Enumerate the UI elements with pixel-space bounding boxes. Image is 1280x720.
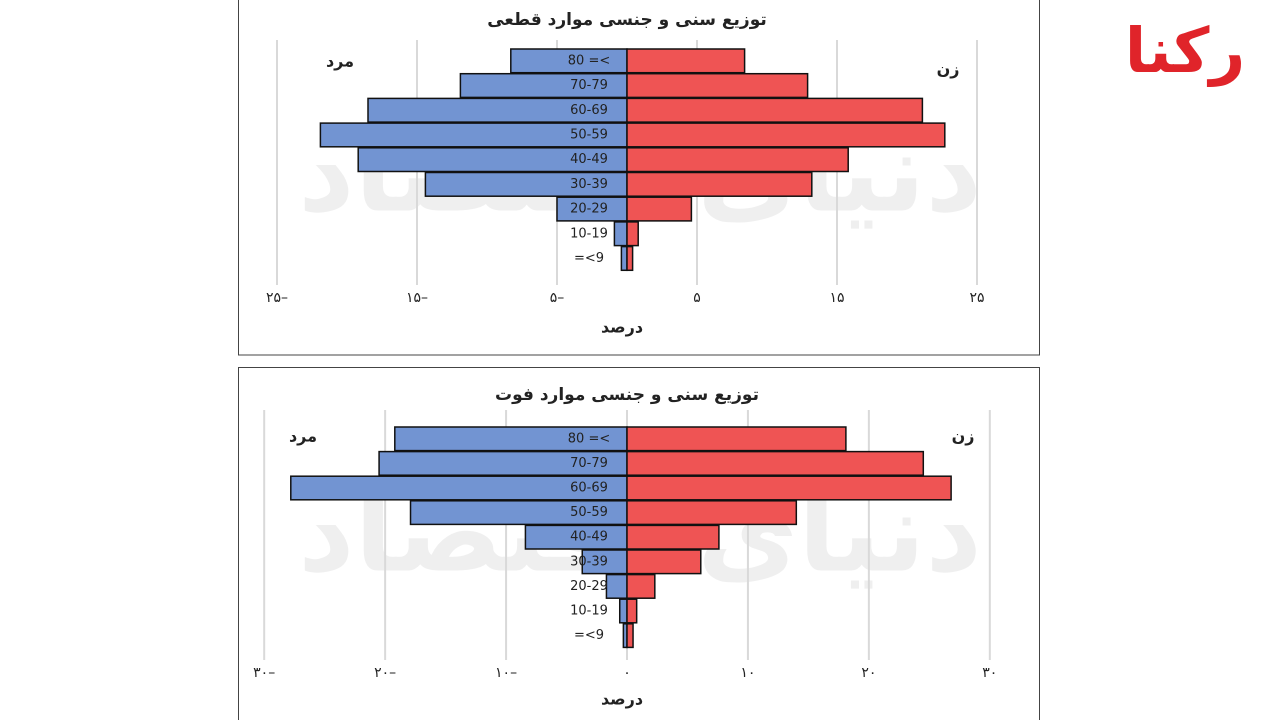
category-label: 70-79 [570,78,608,93]
category-label: 40-49 [570,152,608,167]
category-label: =<9 [574,251,604,266]
x-tick-label: ۰ [623,665,631,681]
legend-label: مرد [289,427,317,446]
bar [618,598,628,624]
logo: رکنا [1125,14,1245,87]
category-label: 20-29 [570,202,608,217]
bar [626,426,847,452]
x-tick-label: ۱۰– [495,665,517,681]
chart-frame [238,0,1040,356]
bar [626,122,946,148]
bar [626,97,924,123]
x-tick-label: ۲۵ [969,290,984,306]
x-axis-label: درصد [601,318,643,337]
category-label: 20-29 [570,579,608,594]
bar [626,500,798,526]
bar [626,573,656,599]
bar [626,450,925,476]
x-tick-label: ۵– [550,290,565,306]
bar [626,72,809,99]
x-tick-label: ۳۰ [982,665,997,681]
bar [626,549,702,575]
bar [626,147,849,173]
bar [605,573,628,599]
bar [626,598,638,624]
bar [626,221,639,247]
category-label: 80 =< [568,53,610,68]
category-label: 50-59 [570,127,608,142]
bar [626,171,813,197]
chart-frame [238,367,1040,720]
chart-title: توزیع سنی و جنسی موارد قطعی [487,10,767,30]
x-tick-label: ۱۵– [406,290,428,306]
x-tick-label: ۱۰ [740,665,755,681]
category-label: 50-59 [570,505,608,520]
x-tick-label: ۱۵ [829,290,844,306]
category-label: 40-49 [570,530,608,545]
legend-label: زن [937,60,960,79]
category-label: 70-79 [570,456,608,471]
x-axis-label: درصد [601,690,643,709]
bar [626,524,720,550]
category-label: =<9 [574,628,604,643]
bar [626,196,693,222]
chart-title: توزیع سنی و جنسی موارد فوت [495,385,759,405]
category-label: 10-19 [570,226,608,241]
bar [626,245,634,272]
category-label: 80 =< [568,431,610,446]
legend-label: مرد [326,52,354,71]
legend-label: زن [952,427,975,446]
x-tick-label: ۲۰– [374,665,396,681]
category-label: 30-39 [570,177,608,192]
bar [613,221,628,247]
x-tick-label: ۲۰ [861,665,876,681]
x-tick-label: ۲۵– [266,290,288,306]
bar [626,623,634,649]
category-label: 60-69 [570,103,608,118]
bar [626,475,952,501]
bar [626,48,746,74]
category-label: 30-39 [570,554,608,569]
x-tick-label: ۵ [693,290,701,306]
x-tick-label: ۳۰– [253,665,275,681]
category-label: 60-69 [570,481,608,496]
bar [620,245,628,272]
category-label: 10-19 [570,604,608,619]
